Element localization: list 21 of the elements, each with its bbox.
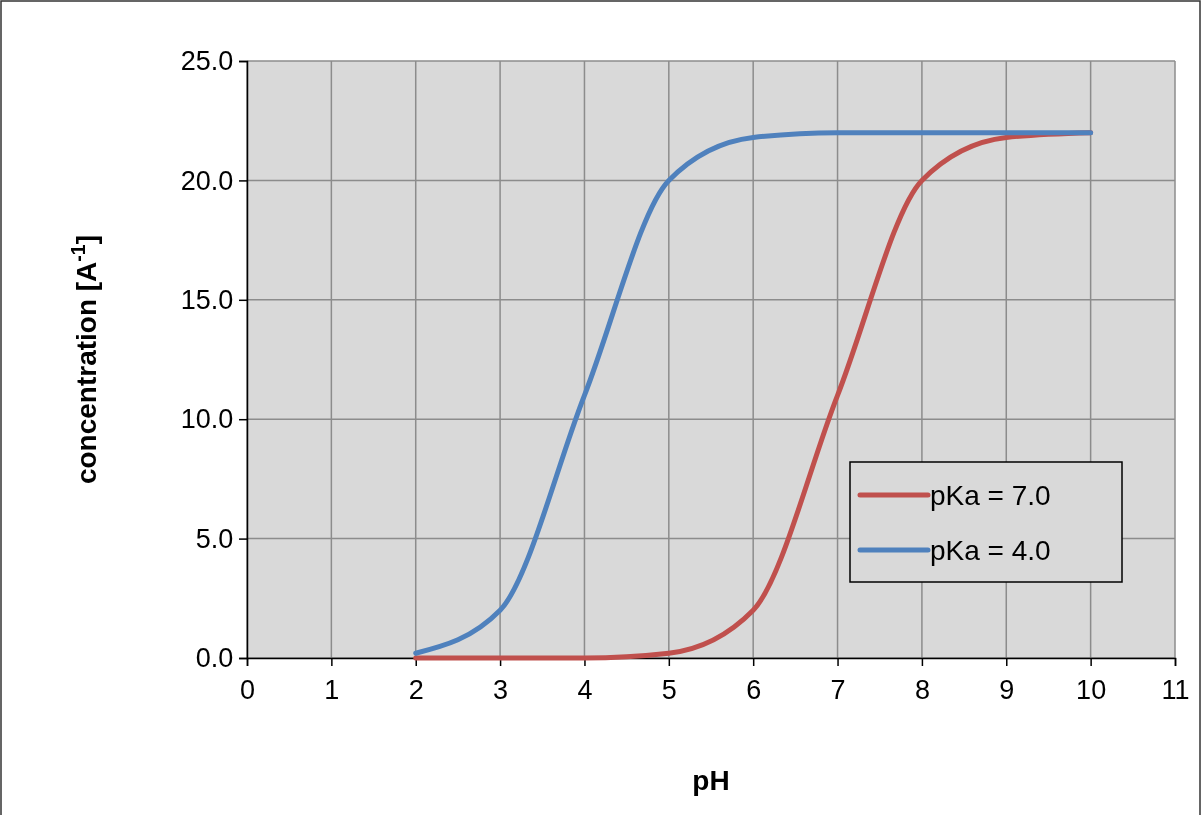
x-tick-label: 9 (999, 674, 1015, 705)
x-tick-label: 8 (914, 674, 930, 705)
y-tick-label: 10.0 (180, 404, 234, 435)
x-tick-label: 2 (408, 674, 424, 705)
x-tick-label: 5 (661, 674, 677, 705)
y-tick-label: 5.0 (195, 523, 234, 554)
x-tick-label: 4 (577, 674, 593, 705)
x-axis-title: pH (692, 765, 730, 796)
y-tick-label: 0.0 (195, 643, 234, 674)
x-tick-label: 1 (324, 674, 340, 705)
x-tick-label: 7 (830, 674, 846, 705)
x-tick-label: 3 (493, 674, 509, 705)
x-tick-label: 6 (746, 674, 762, 705)
x-tick-label: 0 (239, 674, 256, 705)
legend-label: pKa = 4.0 (930, 535, 1051, 566)
y-tick-label: 20.0 (180, 165, 234, 196)
legend-label: pKa = 7.0 (930, 480, 1051, 511)
y-tick-label: 25.0 (180, 46, 234, 77)
x-tick-label: 10 (1076, 674, 1107, 705)
y-tick-label: 15.0 (180, 284, 234, 315)
x-tick-label: 11 (1161, 674, 1190, 705)
